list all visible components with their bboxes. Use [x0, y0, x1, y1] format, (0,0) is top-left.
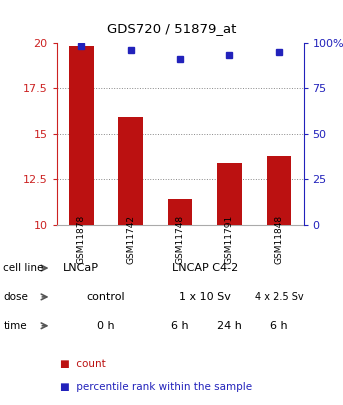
Text: cell line: cell line: [3, 263, 44, 273]
Text: 24 h: 24 h: [217, 321, 242, 331]
Text: GSM11742: GSM11742: [126, 215, 135, 264]
Text: 6 h: 6 h: [171, 321, 189, 331]
Bar: [217, 163, 242, 225]
Bar: [118, 117, 143, 225]
Text: control: control: [87, 292, 125, 302]
Text: 1 x 10 Sv: 1 x 10 Sv: [179, 292, 231, 302]
Text: LNCaP: LNCaP: [63, 263, 99, 273]
Text: GSM11791: GSM11791: [225, 215, 234, 264]
Text: dose: dose: [3, 292, 28, 302]
Bar: [267, 156, 291, 225]
Text: ■  count: ■ count: [60, 360, 106, 369]
Text: GSM11848: GSM11848: [274, 215, 283, 264]
Text: GSM11748: GSM11748: [176, 215, 185, 264]
Text: 4 x 2.5 Sv: 4 x 2.5 Sv: [255, 292, 303, 302]
Text: time: time: [3, 321, 27, 331]
Text: GSM11878: GSM11878: [77, 215, 86, 264]
Text: LNCAP C4-2: LNCAP C4-2: [172, 263, 238, 273]
Text: GDS720 / 51879_at: GDS720 / 51879_at: [107, 22, 236, 35]
Bar: [69, 46, 94, 225]
Text: 6 h: 6 h: [270, 321, 288, 331]
Text: ■  percentile rank within the sample: ■ percentile rank within the sample: [60, 382, 252, 392]
Bar: [168, 199, 192, 225]
Text: 0 h: 0 h: [97, 321, 115, 331]
